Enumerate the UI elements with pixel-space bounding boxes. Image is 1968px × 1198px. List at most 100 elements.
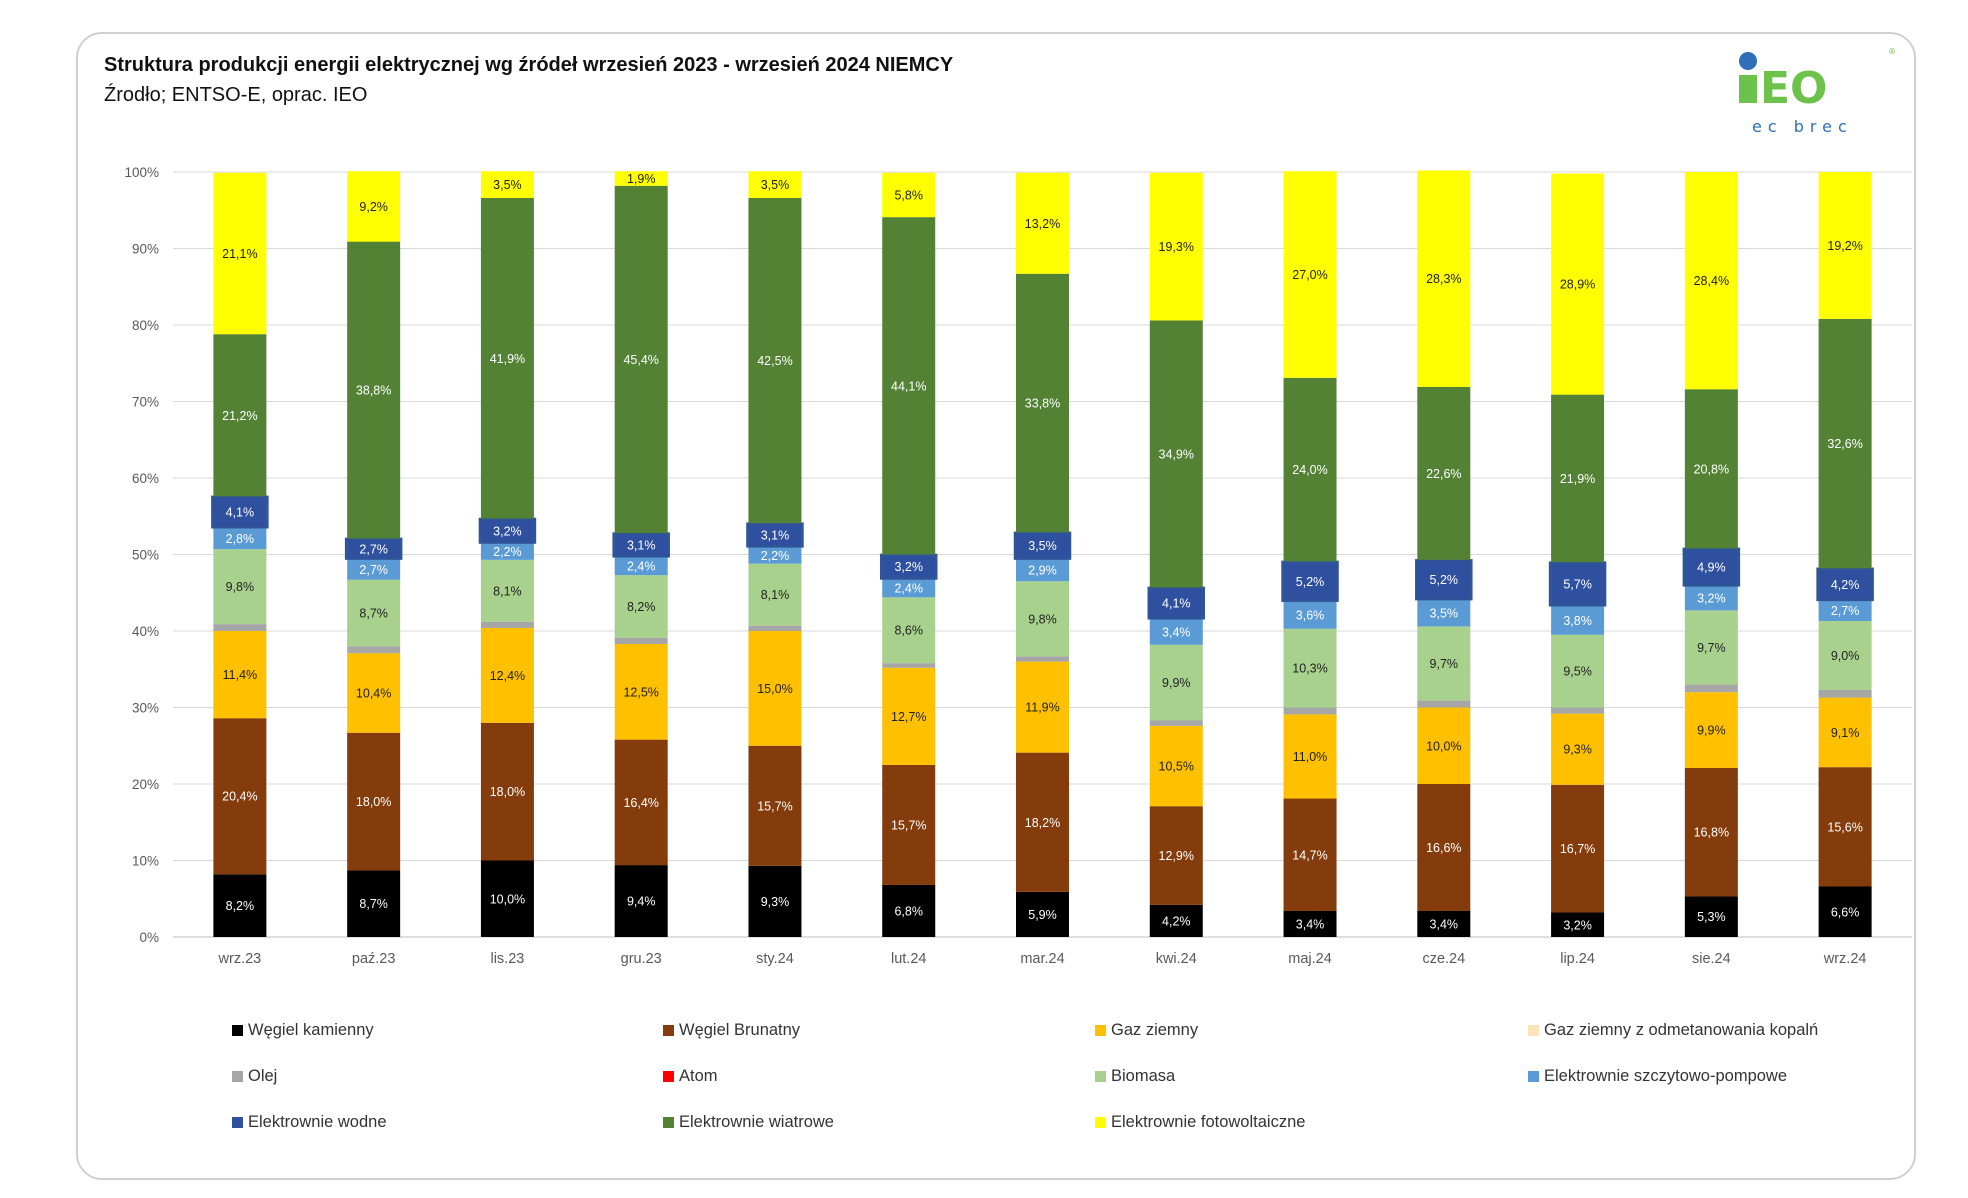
bar-segment xyxy=(1016,581,1069,657)
data-label: 8,1% xyxy=(493,584,522,598)
bar-segment xyxy=(1417,700,1471,708)
data-label: 9,0% xyxy=(1831,649,1860,663)
bar-segment xyxy=(347,559,401,580)
bar-segment xyxy=(1551,605,1605,635)
y-tick-label: 90% xyxy=(132,242,159,257)
data-label: 8,1% xyxy=(761,588,790,602)
legend-swatch xyxy=(663,1024,674,1036)
data-label: 8,2% xyxy=(627,600,656,614)
bar-segment xyxy=(480,518,534,544)
bar-segment xyxy=(748,563,802,626)
bar-segment xyxy=(1149,904,1203,937)
bar-segment xyxy=(480,559,534,622)
bar-segment xyxy=(1551,707,1605,714)
bar-segment xyxy=(748,546,802,564)
data-label: 10,3% xyxy=(1292,662,1327,676)
bar-segment xyxy=(1551,634,1605,708)
bar-segment xyxy=(1551,713,1605,785)
bar-segment xyxy=(1149,720,1203,726)
logo-i-stem xyxy=(1739,75,1757,103)
bar-segment xyxy=(1551,562,1605,606)
bar-segment xyxy=(1149,806,1203,905)
bar-segment xyxy=(213,874,267,937)
data-label: 3,4% xyxy=(1296,917,1325,931)
data-label: 12,4% xyxy=(490,669,525,683)
y-tick-label: 0% xyxy=(139,930,159,945)
bar-segment xyxy=(213,527,267,550)
bar-segment xyxy=(1283,707,1337,715)
bar-segment xyxy=(1283,601,1337,629)
legend-item: Elektrownie fotowoltaiczne xyxy=(1095,1110,1305,1134)
legend-swatch xyxy=(1095,1116,1106,1128)
bar-segment xyxy=(213,624,267,631)
y-tick-label: 40% xyxy=(132,624,159,639)
data-label: 3,4% xyxy=(1162,625,1191,639)
data-label: 5,9% xyxy=(1028,908,1057,922)
legend-item: Elektrownie wiatrowe xyxy=(663,1110,834,1134)
logo-registered: ® xyxy=(1888,47,1896,56)
data-label: 16,7% xyxy=(1560,842,1595,856)
data-label: 3,1% xyxy=(627,538,656,552)
data-label: 4,2% xyxy=(1162,914,1191,928)
legend-swatch xyxy=(1095,1070,1106,1082)
x-tick-label: lut.24 xyxy=(891,951,926,967)
data-label: 2,7% xyxy=(359,542,388,556)
bar-segment xyxy=(480,171,534,199)
data-label: 3,5% xyxy=(1028,539,1057,553)
data-label: 16,4% xyxy=(623,796,658,810)
data-label: 9,5% xyxy=(1563,665,1592,679)
bar-segment xyxy=(748,625,802,631)
bar-segment xyxy=(1551,394,1605,563)
legend-label: Elektrownie wodne xyxy=(248,1112,387,1131)
legend-item: Elektrownie wodne xyxy=(232,1110,387,1134)
x-tick-label: lis.23 xyxy=(490,951,524,967)
bar-segment xyxy=(347,653,401,733)
data-label: 9,8% xyxy=(1028,612,1057,626)
data-label: 10,0% xyxy=(1426,739,1461,753)
bar-segment xyxy=(213,496,267,528)
bar-segment xyxy=(1818,697,1872,768)
data-label: 15,0% xyxy=(757,682,792,696)
data-label: 8,2% xyxy=(226,899,255,913)
bar-segment xyxy=(1283,628,1337,708)
x-tick-label: sty.24 xyxy=(756,951,794,967)
bar-segment xyxy=(347,241,401,539)
data-label: 3,5% xyxy=(761,178,790,192)
legend-swatch xyxy=(663,1070,674,1082)
bar-segment xyxy=(1684,896,1738,937)
legend-item: Gaz ziemny xyxy=(1095,1018,1198,1042)
data-label: 16,6% xyxy=(1426,841,1461,855)
bar-segment xyxy=(1149,644,1203,721)
legend-swatch xyxy=(1528,1070,1539,1082)
bar-segment xyxy=(748,198,802,524)
data-label: 33,8% xyxy=(1025,397,1060,411)
data-label: 8,7% xyxy=(359,607,388,621)
data-label: 3,4% xyxy=(1430,917,1459,931)
data-label: 3,2% xyxy=(894,560,923,574)
bar-segment xyxy=(1149,618,1203,645)
data-label: 19,2% xyxy=(1827,239,1862,253)
y-tick-label: 30% xyxy=(132,701,159,716)
bar-segment xyxy=(1016,172,1069,274)
data-label: 3,2% xyxy=(1563,918,1592,932)
bar-segment xyxy=(1684,767,1738,897)
legend-label: Biomasa xyxy=(1111,1066,1176,1085)
bar-segment xyxy=(1551,784,1605,913)
bar-segment xyxy=(347,579,401,647)
data-label: 3,2% xyxy=(493,524,522,538)
data-label: 12,5% xyxy=(623,685,658,699)
data-label: 42,5% xyxy=(757,354,792,368)
data-label: 9,1% xyxy=(1831,726,1860,740)
data-label: 18,2% xyxy=(1025,816,1060,830)
data-label: 10,4% xyxy=(356,686,391,700)
legend-swatch xyxy=(1095,1024,1106,1036)
bar-segment xyxy=(213,172,267,335)
bar-segment xyxy=(1016,559,1069,582)
data-label: 21,1% xyxy=(222,247,257,261)
data-label: 3,6% xyxy=(1296,608,1325,622)
bar-segment xyxy=(748,745,802,866)
bar-segment xyxy=(1016,752,1069,892)
bar-segment xyxy=(882,663,936,668)
bar-segment xyxy=(213,631,267,719)
